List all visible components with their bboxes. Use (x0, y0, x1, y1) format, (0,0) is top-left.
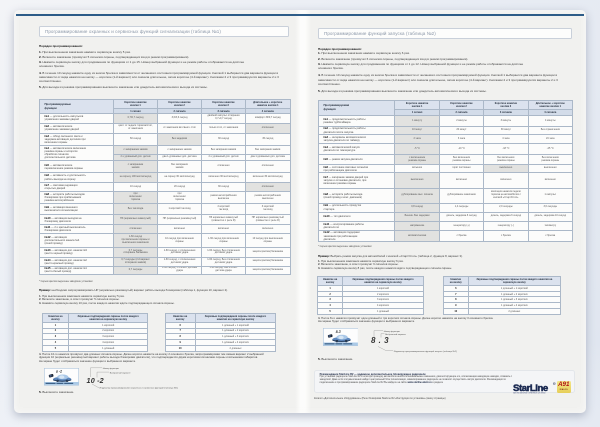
svg-text:R: R (554, 383, 556, 385)
svg-text:StarLine: StarLine (513, 382, 548, 393)
svg-text:8.3: 8.3 (335, 330, 340, 334)
svg-text:Номер функции: Номер функции (384, 330, 401, 333)
svg-text:Выбранный вариант: Выбранный вариант (385, 333, 406, 336)
svg-text:Индикатор программирования фун: Индикатор программирования функций запус… (394, 350, 458, 353)
svg-text:Выбранный вариант: Выбранный вариант (110, 371, 131, 374)
svg-text:Номер функции: Номер функции (103, 367, 120, 370)
svg-text:АВТОМОБИЛЬНЫЕ ОХРАННЫЕ СИСТЕМЫ: АВТОМОБИЛЬНЫЕ ОХРАННЫЕ СИСТЕМЫ (513, 391, 546, 394)
svg-text:0 -2: 0 -2 (55, 370, 61, 374)
svg-text:Индикатор программирования охр: Индикатор программирования охранных и се… (100, 387, 179, 390)
